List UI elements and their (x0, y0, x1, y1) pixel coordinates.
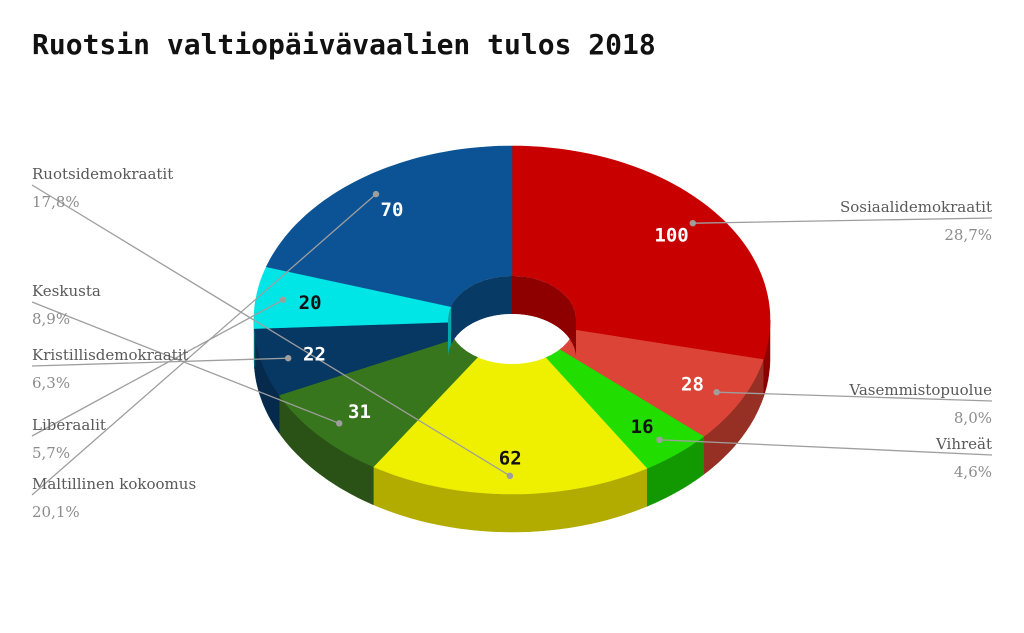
percent-label-vihre-t: 4,6% (954, 463, 992, 481)
leader-line-maltillinen-kokoomus (31, 193, 377, 496)
value-label-ruotsidemokraatit: 62 (499, 448, 522, 470)
category-label-keskusta: Keskusta (32, 282, 101, 300)
leader-dot-vasemmistopuolue (713, 389, 720, 396)
leader-line-sosiaalidemokraatit (692, 217, 993, 224)
category-label-kristillisdemokraatit: Kristillisdemokraatit (32, 346, 189, 364)
percent-label-liberaalit: 5,7% (32, 444, 70, 462)
percent-label-vasemmistopuolue: 8,0% (954, 409, 992, 427)
leader-line-vihre-t (659, 439, 993, 456)
value-label-kristillisdemokraatit: 22 (303, 344, 326, 366)
category-label-vasemmistopuolue: Vasemmistopuolue (848, 381, 992, 399)
hole-wall-maltillinen-kokoomus (451, 276, 512, 345)
category-label-vihre-t: Vihreät (935, 435, 992, 453)
category-label-maltillinen-kokoomus: Maltillinen kokoomus (32, 475, 196, 493)
value-label-vasemmistopuolue: 28 (681, 374, 704, 396)
percent-label-maltillinen-kokoomus: 20,1% (32, 503, 80, 521)
leader-line-vasemmistopuolue (716, 391, 993, 402)
leader-dot-kristillisdemokraatit (285, 355, 292, 362)
value-label-liberaalit: 20 (299, 292, 322, 314)
leader-dot-maltillinen-kokoomus (372, 190, 380, 198)
doughnut-hole-opening (448, 314, 576, 364)
chart-title: Ruotsin valtiopäivävaalien tulos 2018 (32, 28, 656, 61)
leader-dot-keskusta (336, 420, 343, 427)
percent-label-kristillisdemokraatit: 6,3% (32, 374, 70, 392)
category-label-liberaalit: Liberaalit (32, 416, 106, 434)
leader-dot-sosiaalidemokraatit (689, 220, 696, 227)
leader-dot-ruotsidemokraatit (506, 472, 514, 479)
value-label-maltillinen-kokoomus: 70 (381, 199, 404, 221)
leader-line-ruotsidemokraatit (31, 184, 511, 477)
leader-line-kristillisdemokraatit (31, 357, 289, 367)
value-label-vihre-t: 16 (631, 416, 654, 438)
percent-label-sosiaalidemokraatit: 28,7% (944, 226, 992, 244)
leader-dot-liberaalit (279, 296, 287, 303)
leader-dot-vihre-t (656, 436, 663, 443)
category-label-ruotsidemokraatit: Ruotsidemokraatit (32, 165, 173, 183)
hole-wall-liberaalit (448, 306, 452, 358)
leader-line-keskusta (31, 301, 340, 424)
hole-wall-sosiaalidemokraatit (512, 276, 576, 358)
percent-label-keskusta: 8,9% (32, 310, 70, 328)
percent-label-ruotsidemokraatit: 17,8% (32, 193, 80, 211)
category-label-sosiaalidemokraatit: Sosiaalidemokraatit (840, 198, 992, 216)
value-label-keskusta: 31 (348, 401, 371, 423)
value-label-sosiaalidemokraatit: 100 (654, 225, 688, 247)
leader-line-liberaalit (31, 299, 284, 437)
